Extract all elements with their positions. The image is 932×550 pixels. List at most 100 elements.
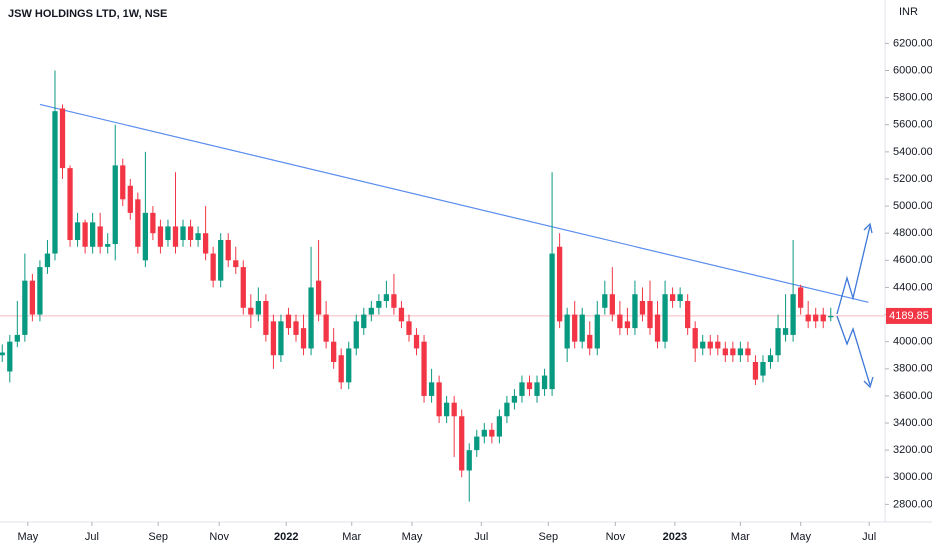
y-tick-label: 5400.00 [893,146,932,158]
candle-body [444,402,450,417]
y-tick-label: 6200.00 [893,37,932,49]
candle-body [338,355,344,383]
candle-body [549,253,555,390]
candle-body [436,382,442,417]
y-tick-label: 2800.00 [893,498,932,510]
down-arrow [836,315,871,386]
candle-body [459,416,465,471]
candle-body [157,226,164,247]
y-tick-label: 3000.00 [893,471,932,483]
candle-body [828,315,834,318]
candle-body [331,341,337,363]
projection-arrows [836,222,874,389]
candle-body [715,341,721,349]
candle-body [820,314,826,322]
candle-body [489,429,495,437]
candle-body [315,280,322,315]
x-tick-label: Nov [209,531,229,543]
candle-body [572,314,578,342]
candle-body [112,165,118,245]
candle-body [534,382,540,396]
candle-body [353,321,359,349]
candle-body [368,307,374,315]
candle-body [22,280,28,335]
up-arrow-head [863,222,873,234]
x-tick-label: May [17,531,38,543]
y-tick-label: 3200.00 [893,444,932,456]
candle-body [165,226,171,240]
down-arrow-head [863,376,874,389]
x-tick-label: Jul [85,531,99,543]
candle-body [700,341,706,349]
candle-body [474,436,480,451]
candle-body [255,300,261,315]
candle-body [67,168,73,240]
x-tick-label: Mar [342,531,361,543]
candle-body [391,294,397,308]
x-tick-label: 2022 [274,531,298,543]
candle-body [308,287,314,349]
y-tick-label: 5200.00 [893,173,932,185]
y-tick-label: 5600.00 [893,119,932,131]
x-tick-label: Sep [539,531,559,543]
candle-body [135,199,141,247]
candle-body [496,416,503,437]
y-tick-label: 3400.00 [893,417,932,429]
candle-body [594,314,600,349]
candle-body [707,341,713,349]
x-tick-label: Jul [474,531,488,543]
candle-body [813,314,819,322]
candle-body [187,226,194,240]
candle-body [579,314,585,342]
candle-body [44,253,51,268]
y-tick-label: 4400.00 [893,281,932,293]
candle-body [511,395,518,403]
candle-body [421,341,427,396]
candle-body [14,334,20,342]
candle-body [361,314,367,329]
y-tick-label: 6000.00 [893,64,932,76]
candle-body [29,280,36,315]
candle-body [37,267,43,315]
candle-body [406,321,412,335]
candle-body [466,450,472,471]
candle-body [270,321,277,356]
candle-body [120,165,126,200]
candle-body [172,226,179,247]
candle-body [685,300,691,329]
candle-body [142,212,149,261]
candle-body [798,287,804,308]
candle-body [632,294,638,329]
up-arrow [836,225,871,315]
candle-body [300,328,307,349]
candle-body [52,111,58,254]
candle-body [805,314,811,322]
chart-title: JSW HOLDINGS LTD, 1W, NSE [8,8,167,20]
y-tick-label: 5000.00 [893,200,932,212]
y-tick-label: 3600.00 [893,390,932,402]
candle-body [767,355,774,363]
candle-body [639,300,646,315]
candle-body [677,294,683,301]
candle-body [278,321,284,356]
candle-body [428,382,435,396]
y-tick-label: 4800.00 [893,227,932,239]
y-axis-label: INR [899,6,918,18]
candle-body [609,294,615,315]
x-tick-label: May [402,531,423,543]
candle-body [202,233,209,254]
candle-body [662,294,668,342]
y-tick-label: 4000.00 [893,336,932,348]
x-tick-label: Nov [606,531,626,543]
candle-body [624,321,631,329]
candle-body [722,348,728,356]
candle-body [293,321,299,335]
candle-body [0,352,5,356]
candle-body [127,185,133,213]
x-tick-label: Sep [148,531,168,543]
candle-body [782,328,789,335]
candle-body [730,348,736,356]
candle-body [775,328,781,356]
candle-body [180,226,186,240]
candle-body [150,212,156,234]
